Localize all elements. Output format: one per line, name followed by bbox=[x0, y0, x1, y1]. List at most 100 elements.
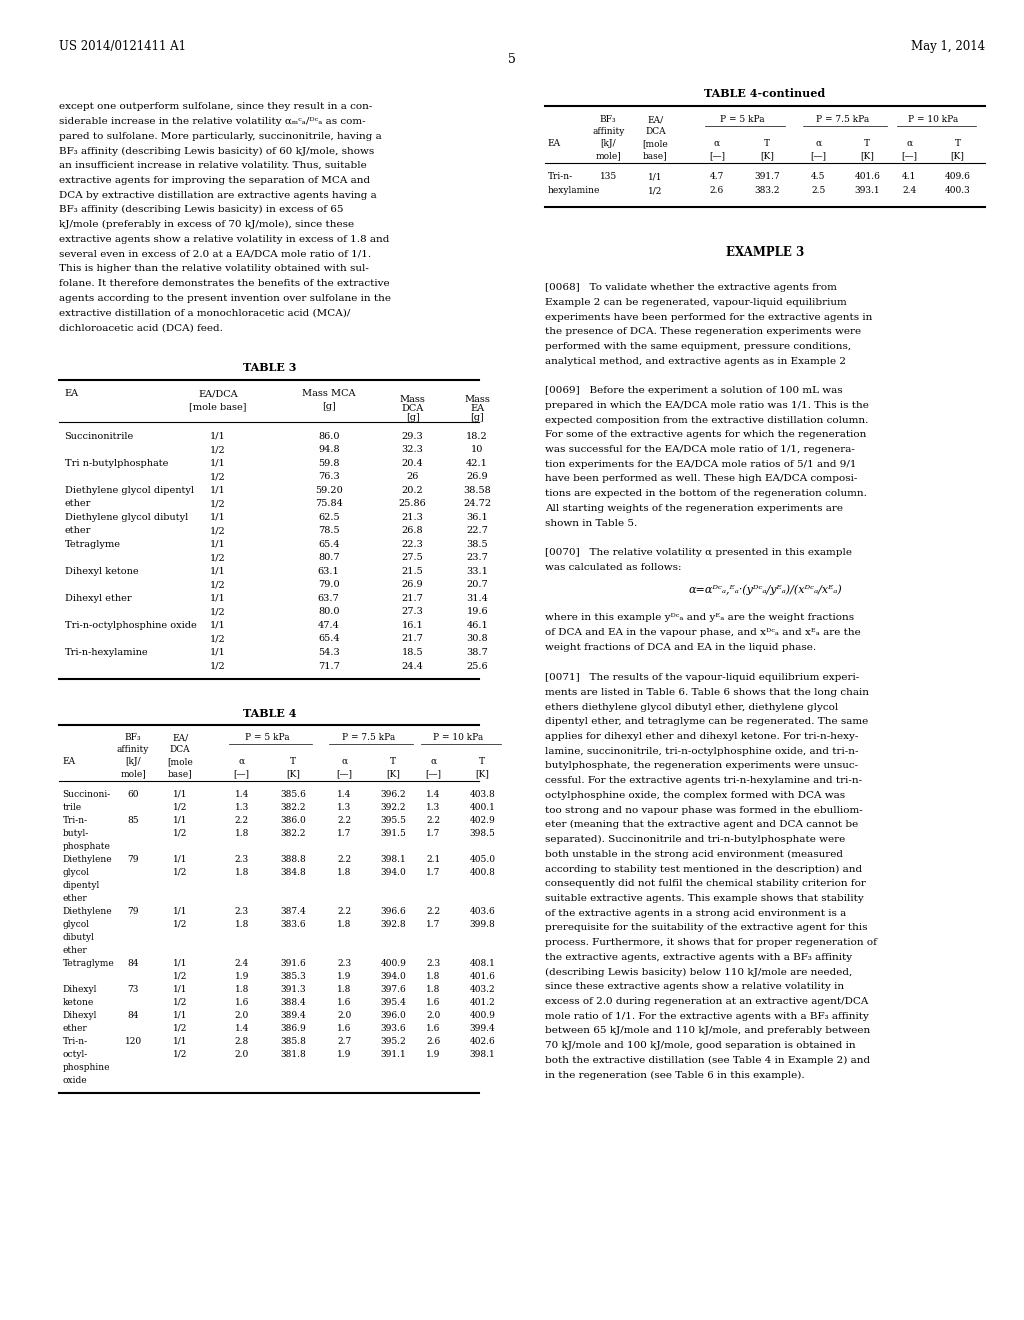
Text: 85: 85 bbox=[127, 816, 139, 825]
Text: 401.6: 401.6 bbox=[469, 972, 496, 981]
Text: 1.8: 1.8 bbox=[234, 920, 249, 929]
Text: 84: 84 bbox=[127, 1011, 139, 1020]
Text: 400.8: 400.8 bbox=[469, 869, 496, 876]
Text: P = 7.5 kPa: P = 7.5 kPa bbox=[816, 116, 869, 124]
Text: 1.6: 1.6 bbox=[337, 998, 351, 1007]
Text: For some of the extractive agents for which the regeneration: For some of the extractive agents for wh… bbox=[545, 430, 866, 440]
Text: [—]: [—] bbox=[709, 152, 725, 160]
Text: mole]: mole] bbox=[595, 152, 622, 160]
Text: 401.2: 401.2 bbox=[469, 998, 496, 1007]
Text: hexylamine: hexylamine bbox=[548, 186, 600, 195]
Text: 2.2: 2.2 bbox=[337, 816, 351, 825]
Text: [—]: [—] bbox=[901, 152, 918, 160]
Text: 5: 5 bbox=[508, 53, 516, 66]
Text: 397.6: 397.6 bbox=[380, 985, 407, 994]
Text: 1/1: 1/1 bbox=[210, 594, 226, 603]
Text: 46.1: 46.1 bbox=[466, 620, 488, 630]
Text: 402.6: 402.6 bbox=[469, 1038, 496, 1045]
Text: Tetraglyme: Tetraglyme bbox=[65, 540, 121, 549]
Text: 1/1: 1/1 bbox=[210, 648, 226, 657]
Text: 18.5: 18.5 bbox=[401, 648, 424, 657]
Text: butylphosphate, the regeneration experiments were unsuc-: butylphosphate, the regeneration experim… bbox=[545, 762, 858, 771]
Text: T: T bbox=[864, 140, 870, 148]
Text: Tri n-butylphosphate: Tri n-butylphosphate bbox=[65, 458, 168, 467]
Text: 4.5: 4.5 bbox=[811, 172, 825, 181]
Text: dipentyl ether, and tetraglyme can be regenerated. The same: dipentyl ether, and tetraglyme can be re… bbox=[545, 717, 868, 726]
Text: 2.6: 2.6 bbox=[426, 1038, 440, 1045]
Text: T: T bbox=[954, 140, 961, 148]
Text: 1.4: 1.4 bbox=[234, 1024, 249, 1034]
Text: 381.8: 381.8 bbox=[280, 1049, 306, 1059]
Text: expected composition from the extractive distillation column.: expected composition from the extractive… bbox=[545, 416, 868, 425]
Text: since these extractive agents show a relative volatility in: since these extractive agents show a rel… bbox=[545, 982, 844, 991]
Text: 400.1: 400.1 bbox=[469, 803, 496, 812]
Text: [g]: [g] bbox=[406, 413, 420, 422]
Text: [—]: [—] bbox=[233, 768, 250, 777]
Text: 73: 73 bbox=[127, 985, 139, 994]
Text: kJ/mole (preferably in excess of 70 kJ/mole), since these: kJ/mole (preferably in excess of 70 kJ/m… bbox=[59, 220, 354, 230]
Text: 1/1: 1/1 bbox=[173, 816, 187, 825]
Text: 78.5: 78.5 bbox=[317, 527, 340, 535]
Text: EA: EA bbox=[548, 140, 561, 148]
Text: 23.7: 23.7 bbox=[466, 553, 488, 562]
Text: 396.2: 396.2 bbox=[380, 789, 407, 799]
Text: 1/2: 1/2 bbox=[173, 998, 187, 1007]
Text: EA/: EA/ bbox=[647, 116, 664, 124]
Text: (describing Lewis basicity) below 110 kJ/mole are needed,: (describing Lewis basicity) below 110 kJ… bbox=[545, 968, 852, 977]
Text: α: α bbox=[341, 756, 347, 766]
Text: 1.7: 1.7 bbox=[337, 829, 351, 838]
Text: [0068]   To validate whether the extractive agents from: [0068] To validate whether the extractiv… bbox=[545, 284, 837, 292]
Text: 18.2: 18.2 bbox=[466, 432, 488, 441]
Text: Tri-n-octylphosphine oxide: Tri-n-octylphosphine oxide bbox=[65, 620, 197, 630]
Text: phosphine: phosphine bbox=[62, 1063, 110, 1072]
Text: 408.1: 408.1 bbox=[469, 958, 496, 968]
Text: 1.8: 1.8 bbox=[234, 869, 249, 876]
Text: affinity: affinity bbox=[592, 128, 625, 136]
Text: 393.6: 393.6 bbox=[380, 1024, 407, 1034]
Text: 1.9: 1.9 bbox=[337, 1049, 351, 1059]
Text: 27.5: 27.5 bbox=[401, 553, 424, 562]
Text: Mass MCA: Mass MCA bbox=[302, 389, 355, 399]
Text: 19.6: 19.6 bbox=[466, 607, 488, 616]
Text: Succinonitrile: Succinonitrile bbox=[65, 432, 134, 441]
Text: ether: ether bbox=[62, 946, 87, 954]
Text: 1/2: 1/2 bbox=[173, 920, 187, 929]
Text: 32.3: 32.3 bbox=[401, 445, 424, 454]
Text: 403.6: 403.6 bbox=[469, 907, 496, 916]
Text: 386.9: 386.9 bbox=[280, 1024, 306, 1034]
Text: 392.2: 392.2 bbox=[381, 803, 406, 812]
Text: 2.2: 2.2 bbox=[426, 907, 440, 916]
Text: 2.2: 2.2 bbox=[337, 907, 351, 916]
Text: 391.6: 391.6 bbox=[280, 958, 306, 968]
Text: 383.6: 383.6 bbox=[280, 920, 306, 929]
Text: too strong and no vapour phase was formed in the ebulliom-: too strong and no vapour phase was forme… bbox=[545, 805, 862, 814]
Text: analytical method, and extractive agents as in Example 2: analytical method, and extractive agents… bbox=[545, 356, 846, 366]
Text: affinity: affinity bbox=[117, 744, 150, 754]
Text: α: α bbox=[430, 756, 436, 766]
Text: dichloroacetic acid (DCA) feed.: dichloroacetic acid (DCA) feed. bbox=[59, 323, 223, 333]
Text: have been performed as well. These high EA/DCA composi-: have been performed as well. These high … bbox=[545, 474, 857, 483]
Text: 1/1: 1/1 bbox=[173, 1011, 187, 1020]
Text: 63.1: 63.1 bbox=[317, 566, 340, 576]
Text: 1.8: 1.8 bbox=[234, 985, 249, 994]
Text: P = 5 kPa: P = 5 kPa bbox=[245, 733, 290, 742]
Text: both the extractive distillation (see Table 4 in Example 2) and: both the extractive distillation (see Ta… bbox=[545, 1056, 870, 1065]
Text: 1.7: 1.7 bbox=[426, 869, 440, 876]
Text: 1/2: 1/2 bbox=[173, 1024, 187, 1034]
Text: 27.3: 27.3 bbox=[401, 607, 424, 616]
Text: 1.6: 1.6 bbox=[426, 998, 440, 1007]
Text: 21.7: 21.7 bbox=[401, 594, 424, 603]
Text: glycol: glycol bbox=[62, 869, 89, 876]
Text: process. Furthermore, it shows that for proper regeneration of: process. Furthermore, it shows that for … bbox=[545, 939, 877, 946]
Text: 399.4: 399.4 bbox=[469, 1024, 496, 1034]
Text: weight fractions of DCA and EA in the liquid phase.: weight fractions of DCA and EA in the li… bbox=[545, 643, 816, 652]
Text: α: α bbox=[815, 140, 821, 148]
Text: 84: 84 bbox=[127, 958, 139, 968]
Text: ments are listed in Table 6. Table 6 shows that the long chain: ments are listed in Table 6. Table 6 sho… bbox=[545, 688, 868, 697]
Text: 399.8: 399.8 bbox=[469, 920, 496, 929]
Text: Diethylene: Diethylene bbox=[62, 855, 112, 863]
Text: 2.4: 2.4 bbox=[234, 958, 249, 968]
Text: 403.8: 403.8 bbox=[469, 789, 496, 799]
Text: 2.3: 2.3 bbox=[426, 958, 440, 968]
Text: 391.5: 391.5 bbox=[380, 829, 407, 838]
